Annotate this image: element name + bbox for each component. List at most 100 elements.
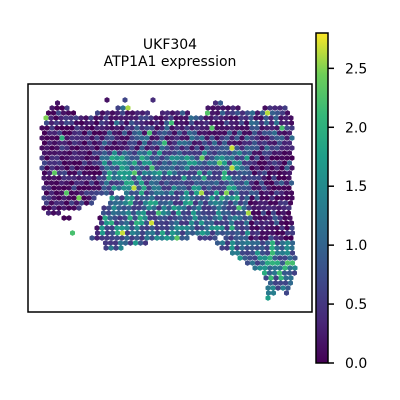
spot [279, 225, 285, 231]
spot [230, 105, 236, 111]
spot [287, 265, 293, 271]
spot [144, 125, 150, 131]
spot [226, 140, 233, 146]
spot [196, 185, 202, 191]
spot [153, 190, 160, 196]
spot [46, 195, 52, 201]
spot [69, 230, 76, 236]
spot [266, 185, 272, 191]
spot [183, 120, 190, 126]
spot [219, 155, 225, 161]
spot [113, 220, 120, 226]
spot [134, 225, 140, 231]
spot [268, 220, 275, 226]
spot [283, 115, 289, 121]
spot [76, 160, 83, 166]
spot [176, 140, 183, 146]
spot [43, 200, 50, 206]
spot [287, 280, 294, 286]
spot [219, 225, 225, 231]
spot [116, 170, 123, 176]
spot [154, 225, 160, 231]
spot [73, 120, 80, 126]
spot [178, 115, 184, 121]
spot [279, 230, 286, 236]
spot [274, 240, 281, 246]
spot [121, 185, 127, 191]
spot [193, 190, 200, 196]
spot [174, 195, 180, 201]
spot [121, 160, 128, 166]
spot [277, 255, 283, 261]
spot [166, 170, 173, 176]
spot [46, 175, 52, 181]
spot [96, 150, 103, 156]
spot [101, 140, 108, 146]
spot [50, 210, 57, 216]
spot [174, 165, 180, 171]
spot [153, 115, 159, 121]
spot [39, 145, 45, 151]
spot [126, 170, 133, 176]
spot [270, 285, 276, 291]
spot [219, 135, 225, 141]
spot [224, 110, 231, 116]
spot [282, 105, 288, 111]
spot [206, 130, 213, 136]
spot [246, 140, 253, 146]
spot [211, 170, 218, 176]
spot [116, 185, 122, 191]
spot [98, 115, 104, 121]
spot [262, 215, 268, 221]
spot [158, 190, 165, 196]
spot [169, 225, 175, 231]
spot [283, 290, 290, 296]
spot [64, 125, 70, 131]
spot [286, 270, 293, 276]
spot [86, 195, 92, 201]
spot [104, 97, 110, 103]
spot [111, 160, 118, 166]
spot [76, 130, 83, 136]
spot [126, 205, 132, 211]
spot [189, 225, 195, 231]
spot [283, 220, 290, 226]
spot [264, 165, 270, 171]
spot [206, 150, 213, 156]
spot [53, 190, 60, 196]
spot [161, 130, 168, 136]
spot [148, 120, 155, 126]
spot [244, 225, 250, 231]
spot [124, 230, 131, 236]
spot [283, 180, 290, 186]
spot [236, 175, 242, 181]
spot [269, 135, 275, 141]
spot [258, 120, 265, 126]
spot [196, 150, 203, 156]
spot [289, 240, 296, 246]
spot [256, 205, 262, 211]
spot [279, 250, 286, 256]
spot [124, 235, 130, 241]
spot [78, 200, 85, 206]
spot [119, 165, 125, 171]
spot [153, 180, 160, 186]
spot [116, 160, 123, 166]
spot [274, 225, 280, 231]
spot [208, 190, 215, 196]
spot [183, 190, 190, 196]
spot [91, 170, 98, 176]
spot [79, 165, 85, 171]
spot [71, 205, 77, 211]
spot [273, 235, 279, 241]
spot [254, 240, 261, 246]
spot [276, 150, 283, 156]
spot [204, 225, 210, 231]
spot [228, 220, 235, 226]
spot [271, 150, 278, 156]
spot [158, 115, 164, 121]
spot [200, 210, 207, 216]
spot [61, 150, 68, 156]
spot [109, 125, 115, 131]
